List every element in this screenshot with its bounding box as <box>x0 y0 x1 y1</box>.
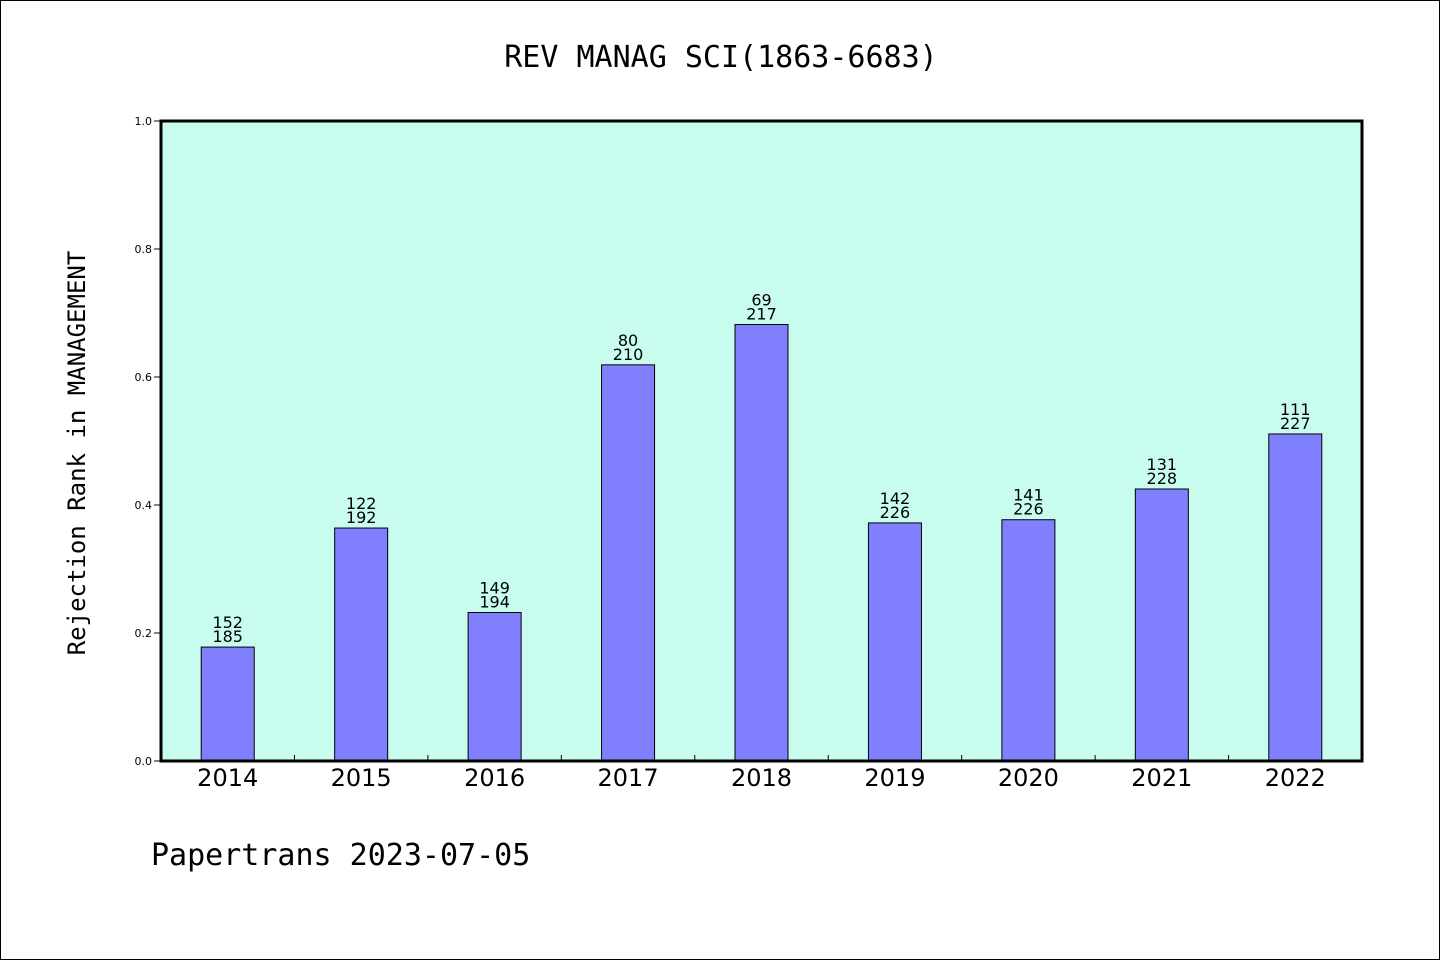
bar-label-bottom: 227 <box>1280 414 1311 433</box>
bar-2015 <box>334 527 389 762</box>
bar-label-top: 69 <box>751 291 771 310</box>
x-axis: 2014 2015 2016 2017 2018 2019 2020 2021 2022 <box>197 755 1326 792</box>
footer-credit: Papertrans 2023-07-05 <box>151 838 530 873</box>
y-axis: 0.0 0.2 0.4 0.6 0.8 1.0 <box>135 115 161 768</box>
bar-label-bottom: 228 <box>1147 469 1178 488</box>
bar-2016 <box>467 612 522 762</box>
y-tick-label: 1.0 <box>135 115 153 128</box>
chart-title: REV MANAG SCI(1863-6683) <box>504 40 937 75</box>
bar-label-bottom: 192 <box>346 508 377 527</box>
bar-label-bottom: 210 <box>613 345 644 364</box>
bar-label-top: 111 <box>1280 400 1311 419</box>
bar-label-bottom: 194 <box>479 593 510 612</box>
bar-labels-group: 1521851221921491948021069217142226141226… <box>212 291 1310 647</box>
bar-label-bottom: 226 <box>880 503 911 522</box>
bars-group <box>200 324 1323 762</box>
plot-border <box>159 119 1364 763</box>
bar-label-bottom: 217 <box>746 305 777 324</box>
bar-2022 <box>1268 433 1323 762</box>
bar-label-top: 152 <box>212 613 243 632</box>
y-axis-label: Rejection Rank in MANAGEMENT <box>63 251 91 656</box>
x-tick-label: 2017 <box>598 764 659 792</box>
bar-label-top: 142 <box>880 489 911 508</box>
bar-2017 <box>601 364 656 762</box>
bar-2018 <box>734 324 789 762</box>
bar-label-top: 122 <box>346 494 377 513</box>
y-tick-label: 0.0 <box>135 755 153 768</box>
bar-2019 <box>867 522 922 762</box>
bar-label-top: 131 <box>1147 455 1178 474</box>
y-tick-label: 0.8 <box>135 243 153 256</box>
bar-label-top: 80 <box>618 331 638 350</box>
x-tick-label: 2021 <box>1131 764 1192 792</box>
x-tick-label: 2020 <box>998 764 1059 792</box>
bar-2014 <box>200 646 255 762</box>
x-tick-label: 2016 <box>464 764 525 792</box>
bar-label-top: 141 <box>1013 486 1044 505</box>
bar-2020 <box>1001 519 1056 762</box>
bar-label-bottom: 226 <box>1013 500 1044 519</box>
y-tick-label: 0.6 <box>135 371 153 384</box>
bar-label-bottom: 185 <box>212 627 243 646</box>
bar-2021 <box>1134 488 1189 762</box>
x-tick-label: 2015 <box>331 764 392 792</box>
y-tick-label: 0.4 <box>135 499 153 512</box>
y-tick-label: 0.2 <box>135 627 153 640</box>
x-tick-label: 2014 <box>197 764 258 792</box>
x-tick-label: 2022 <box>1265 764 1326 792</box>
x-tick-label: 2019 <box>864 764 925 792</box>
bar-label-top: 149 <box>479 579 510 598</box>
x-tick-label: 2018 <box>731 764 792 792</box>
